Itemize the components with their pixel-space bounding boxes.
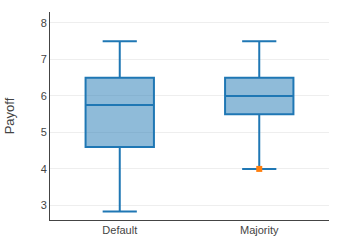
svg-text:Majority: Majority: [240, 224, 279, 236]
svg-text:Default: Default: [102, 224, 137, 236]
svg-text:3: 3: [41, 199, 47, 211]
svg-text:Payoff: Payoff: [2, 97, 17, 134]
svg-text:6: 6: [41, 90, 47, 102]
svg-text:7: 7: [41, 53, 47, 65]
svg-text:8: 8: [41, 17, 47, 29]
svg-text:5: 5: [41, 126, 47, 138]
svg-text:4: 4: [41, 163, 47, 175]
